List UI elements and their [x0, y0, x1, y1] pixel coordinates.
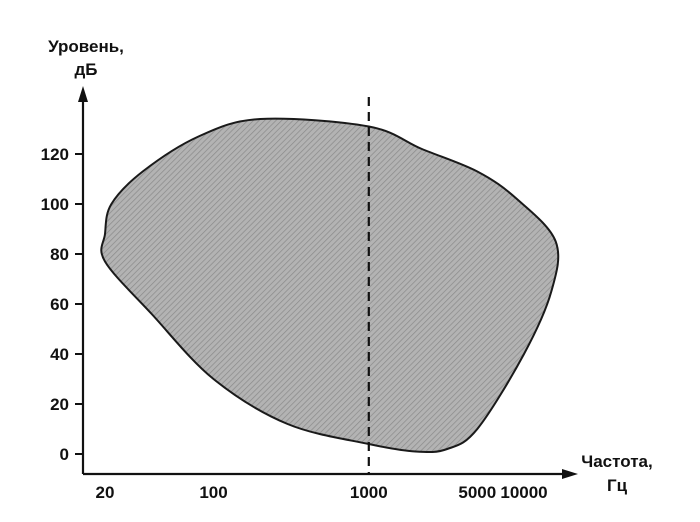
x-tick-label: 5000 [458, 483, 496, 502]
x-tick-label: 100 [199, 483, 227, 502]
auditory-area-region [100, 117, 560, 454]
x-tick-label: 20 [96, 483, 115, 502]
x-axis-title-line1: Частота, [581, 452, 652, 471]
y-tick-label: 100 [41, 195, 69, 214]
y-tick-label: 60 [50, 295, 69, 314]
y-tick-label: 80 [50, 245, 69, 264]
x-axis-arrow-icon [562, 469, 578, 479]
x-tick-label: 10000 [500, 483, 547, 502]
x-axis [83, 469, 578, 479]
y-axis-title-line1: Уровень, [48, 37, 124, 56]
y-tick-label: 120 [41, 145, 69, 164]
y-tick-label: 0 [60, 445, 69, 464]
x-tick-label: 1000 [350, 483, 388, 502]
x-axis-title-line2: Гц [607, 476, 628, 495]
y-tick-label: 20 [50, 395, 69, 414]
y-tick-label: 40 [50, 345, 69, 364]
y-axis-title-line2: дБ [74, 60, 97, 79]
y-axis [78, 86, 88, 474]
y-axis-arrow-icon [78, 86, 88, 102]
